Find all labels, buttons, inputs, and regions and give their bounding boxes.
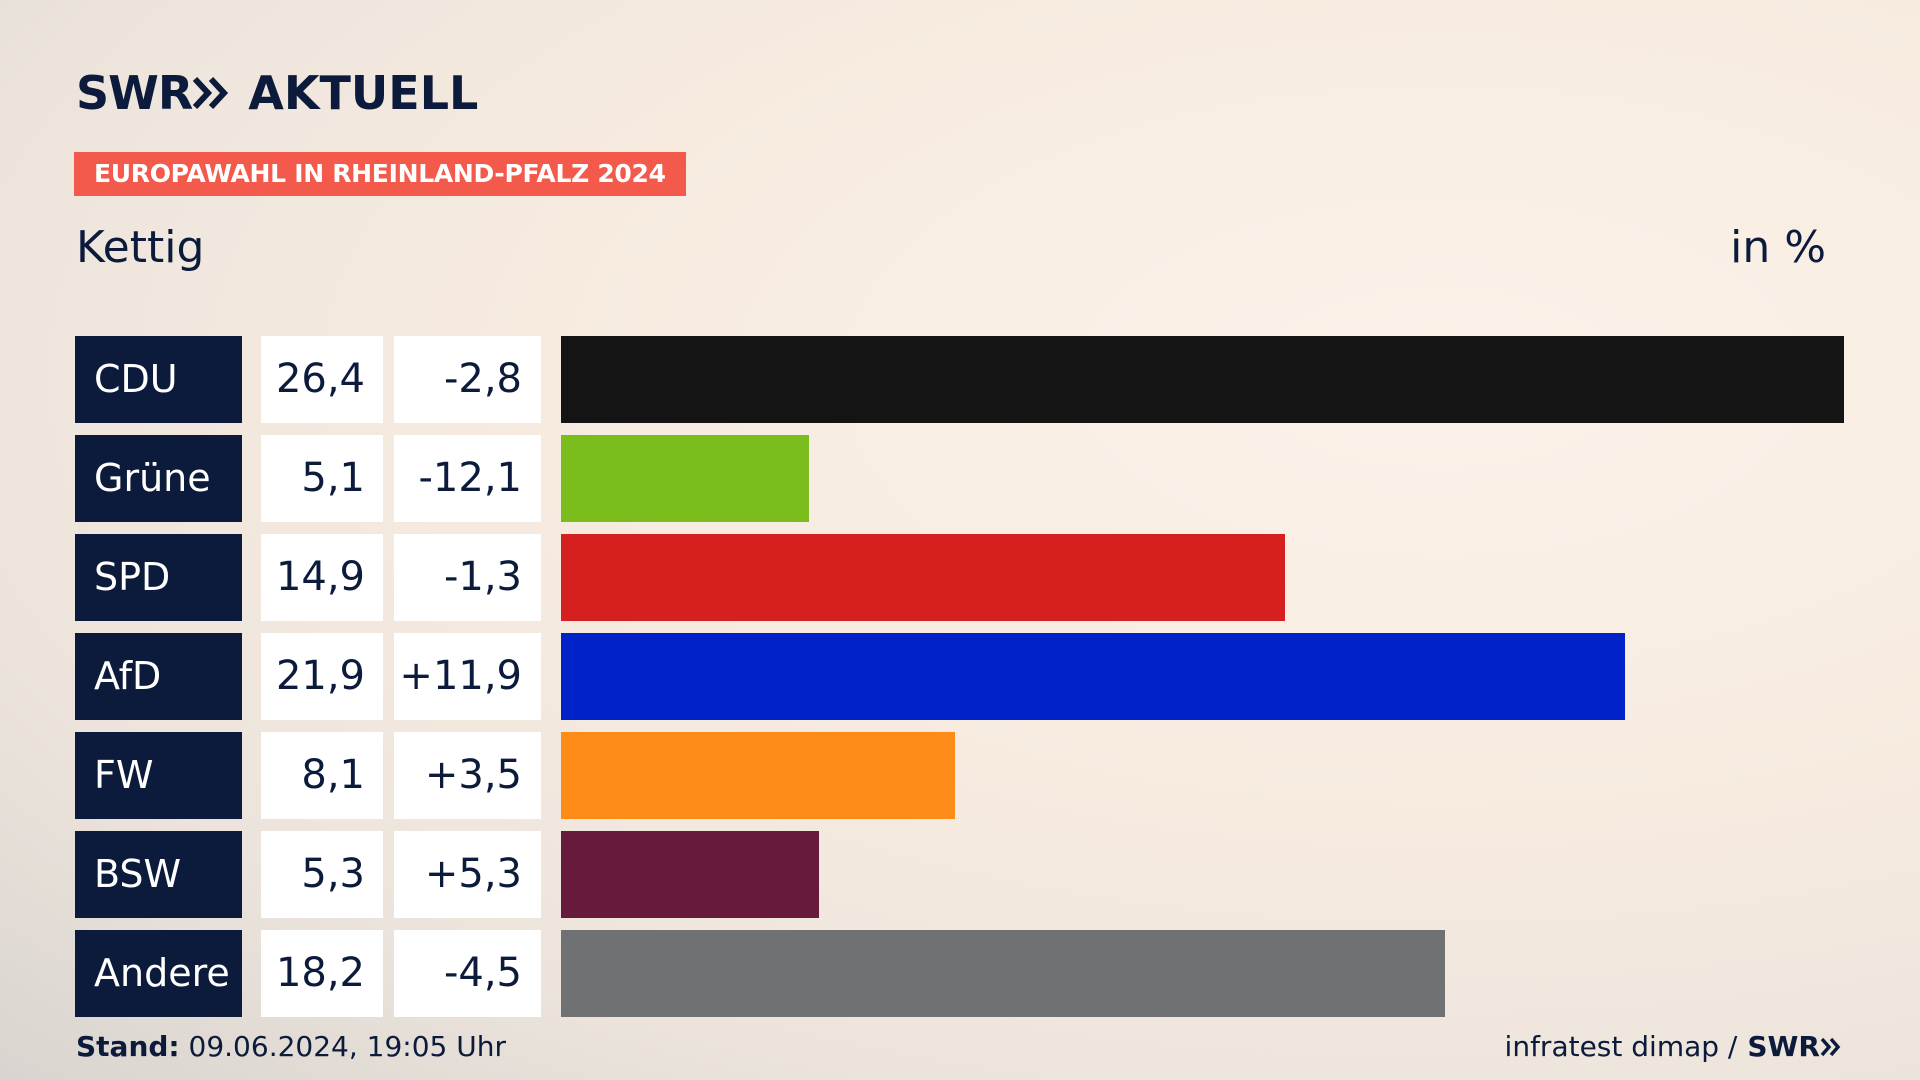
party-label: SPD [75,534,242,621]
value-label: 18,2 [261,930,383,1017]
value-label: 14,9 [261,534,383,621]
bar-cdu [561,336,1844,423]
diff-label: +5,3 [394,831,541,918]
source-text: infratest dimap / [1504,1030,1738,1063]
place-title: Kettig [76,222,205,273]
value-label: 5,3 [261,831,383,918]
value-label: 8,1 [261,732,383,819]
chart-row: BSW 5,3 +5,3 [75,831,1845,918]
source-credit: infratest dimap / SWR [1505,1030,1842,1063]
chart-row: FW 8,1 +3,5 [75,732,1845,819]
diff-label: -4,5 [394,930,541,1017]
unit-label: in % [1730,222,1826,273]
diff-label: -2,8 [394,336,541,423]
source-brand: SWR [1747,1030,1820,1063]
stand-label: Stand: [76,1030,180,1063]
diff-label: +11,9 [394,633,541,720]
party-label: CDU [75,336,242,423]
bar-bsw [561,831,819,918]
brand-suffix: AKTUELL [248,66,479,120]
chart-row: Grüne 5,1 -12,1 [75,435,1845,522]
swr-aktuell-logo: SWR AKTUELL [76,66,478,120]
double-chevron-icon [192,75,230,111]
bar-fw [561,732,955,819]
chart-row: SPD 14,9 -1,3 [75,534,1845,621]
election-badge: EUROPAWAHL IN RHEINLAND-PFALZ 2024 [74,152,686,196]
value-label: 5,1 [261,435,383,522]
party-label: BSW [75,831,242,918]
bar-andere [561,930,1445,1017]
party-label: Andere [75,930,242,1017]
chart-row: AfD 21,9 +11,9 [75,633,1845,720]
bar-afd [561,633,1625,720]
chart-row: CDU 26,4 -2,8 [75,336,1845,423]
double-chevron-icon [1820,1037,1841,1056]
party-label: Grüne [75,435,242,522]
brand-name: SWR [76,66,193,120]
timestamp: Stand: 09.06.2024, 19:05 Uhr [76,1030,506,1063]
stand-value: 09.06.2024, 19:05 Uhr [188,1030,506,1063]
bar-spd [561,534,1285,621]
party-label: FW [75,732,242,819]
bar-grüne [561,435,809,522]
chart-row: Andere 18,2 -4,5 [75,930,1845,1017]
value-label: 21,9 [261,633,383,720]
value-label: 26,4 [261,336,383,423]
diff-label: -12,1 [394,435,541,522]
source-brand-logo: SWR [1747,1030,1842,1063]
diff-label: -1,3 [394,534,541,621]
diff-label: +3,5 [394,732,541,819]
party-label: AfD [75,633,242,720]
